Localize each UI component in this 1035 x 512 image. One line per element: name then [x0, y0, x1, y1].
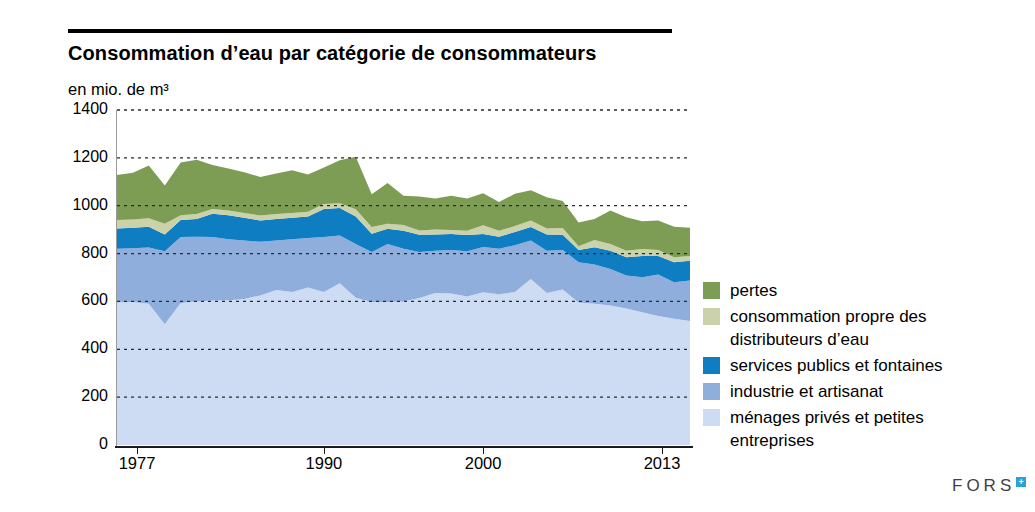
- y-tick-label: 1000: [8, 196, 108, 214]
- legend-label: consommation propre des distributeurs d’…: [730, 305, 985, 351]
- legend-item-menages: ménages privés et petites entreprises: [703, 406, 985, 452]
- x-tick-label: 2013: [632, 454, 692, 473]
- y-tick-label: 400: [8, 339, 108, 357]
- legend-item-pertes: pertes: [703, 279, 985, 302]
- y-tick-label: 1400: [8, 100, 108, 118]
- y-tick-label: 1200: [8, 148, 108, 166]
- legend-item-consommation-propre: consommation propre des distributeurs d’…: [703, 305, 985, 351]
- legend-item-services-publics: services publics et fontaines: [703, 354, 985, 377]
- legend-swatch-consommation-propre: [703, 308, 720, 325]
- x-tick-label: 2000: [453, 454, 513, 473]
- y-tick-label: 600: [8, 291, 108, 309]
- fors-logo: FORS+: [952, 476, 1026, 496]
- fors-logo-text: FORS: [952, 476, 1015, 495]
- chart-legend: pertes consommation propre des distribut…: [703, 279, 985, 455]
- legend-label: pertes: [730, 279, 985, 302]
- legend-item-industrie: industrie et artisanat: [703, 380, 985, 403]
- y-tick-label: 800: [8, 244, 108, 262]
- legend-swatch-industrie: [703, 383, 720, 400]
- legend-label: services publics et fontaines: [730, 354, 985, 377]
- y-tick-label: 0: [8, 435, 108, 453]
- legend-swatch-menages: [703, 409, 720, 426]
- legend-label: ménages privés et petites entreprises: [730, 406, 985, 452]
- fors-logo-mark-icon: +: [1016, 477, 1026, 487]
- legend-swatch-pertes: [703, 282, 720, 299]
- x-axis-line: [115, 446, 693, 448]
- x-tick-label: 1990: [294, 454, 354, 473]
- legend-swatch-services-publics: [703, 357, 720, 374]
- legend-label: industrie et artisanat: [730, 380, 985, 403]
- y-tick-label: 200: [8, 387, 108, 405]
- stacked-area-chart: [117, 105, 690, 446]
- chart-page: Consommation d’eau par catégorie de cons…: [0, 0, 1035, 512]
- x-tick-label: 1977: [107, 454, 167, 473]
